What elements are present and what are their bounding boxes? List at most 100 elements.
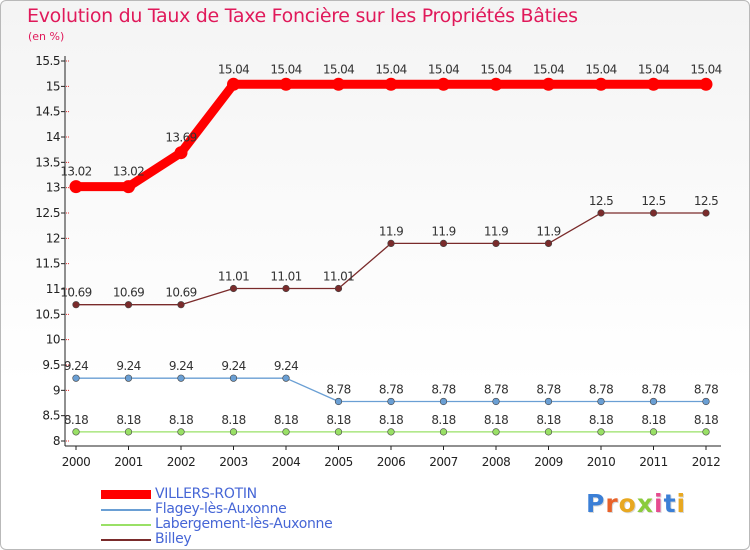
y-tick-label: 8 [53, 434, 60, 448]
data-label: 8.18 [641, 413, 665, 427]
legend-swatch [101, 524, 151, 526]
data-point [279, 77, 293, 91]
x-tick-label: 2003 [219, 455, 248, 469]
data-point [647, 77, 660, 91]
y-tick-label: 12 [46, 231, 60, 245]
data-point [544, 239, 553, 247]
data-point [229, 374, 238, 382]
legend-label: Billey [155, 531, 192, 547]
y-tick-label: 8.5 [42, 409, 60, 423]
data-point [702, 209, 710, 217]
legend-swatch [101, 509, 151, 511]
data-label: 15.04 [428, 62, 459, 76]
data-label: 15.04 [323, 62, 354, 76]
data-label: 8.18 [326, 413, 350, 427]
data-label: 13.69 [165, 131, 196, 145]
data-label: 11.01 [270, 269, 301, 283]
data-point [229, 428, 238, 436]
data-label: 8.18 [274, 413, 298, 427]
data-point [72, 301, 80, 309]
data-point [124, 428, 133, 436]
data-label: 11.9 [536, 224, 560, 238]
y-tick-label: 13.5 [35, 155, 60, 169]
x-tick-label: 2001 [114, 455, 143, 469]
data-point [384, 77, 398, 91]
logo-letter: P [586, 489, 606, 518]
y-tick-label: 12.5 [35, 206, 60, 220]
data-label: 8.78 [484, 382, 508, 396]
logo-letter: i [654, 489, 664, 518]
data-label: 15.04 [480, 62, 511, 76]
data-label: 10.69 [165, 286, 196, 300]
data-point [544, 428, 553, 436]
data-label: 8.78 [641, 382, 665, 396]
data-point [124, 374, 133, 382]
y-tick-label: 11 [46, 282, 60, 296]
y-tick-label: 15 [46, 79, 60, 93]
data-label: 15.04 [585, 62, 616, 76]
data-point [177, 374, 185, 382]
data-label: 11.01 [323, 269, 354, 283]
data-point [649, 397, 658, 406]
data-label: 9.24 [169, 359, 193, 373]
data-point [437, 77, 450, 91]
data-label: 13.02 [60, 165, 91, 179]
x-tick-label: 2007 [429, 455, 458, 469]
data-label: 8.18 [64, 413, 88, 427]
data-point [124, 301, 133, 309]
data-point [594, 77, 608, 91]
x-tick-label: 2010 [587, 455, 616, 469]
data-label: 8.78 [536, 382, 560, 396]
y-tick-label: 13 [46, 181, 60, 195]
data-label: 11.9 [431, 224, 455, 238]
data-label: 15.04 [375, 62, 406, 76]
x-tick-label: 2008 [482, 455, 511, 469]
data-label: 8.18 [484, 413, 508, 427]
data-point [439, 428, 448, 436]
data-point [489, 77, 503, 91]
data-label: 8.78 [694, 382, 718, 396]
data-point [282, 428, 290, 436]
data-label: 8.18 [169, 413, 193, 427]
data-point [177, 301, 185, 309]
unit-label: (en %) [28, 30, 65, 43]
data-label: 15.04 [690, 62, 721, 76]
data-point [229, 284, 238, 293]
x-tick-label: 2005 [324, 455, 353, 469]
logo-letter: r [605, 489, 619, 518]
data-label: 10.69 [60, 286, 91, 300]
y-tick-label: 11.5 [35, 257, 60, 271]
logo-letter: i [676, 489, 687, 518]
data-label: 10.69 [113, 286, 144, 300]
data-point [387, 397, 395, 406]
data-point [492, 239, 500, 247]
data-label: 8.18 [379, 413, 403, 427]
data-label: 8.78 [379, 382, 403, 396]
x-tick-label: 2004 [272, 455, 301, 469]
data-point [69, 180, 83, 194]
x-tick-label: 2011 [639, 455, 668, 469]
logo-letter: x [636, 489, 654, 518]
data-label: 9.24 [116, 359, 140, 373]
data-point [72, 428, 80, 436]
data-label: 9.24 [221, 359, 245, 373]
data-label: 8.18 [116, 413, 140, 427]
data-point [699, 77, 713, 91]
x-tick-label: 2012 [692, 455, 721, 469]
data-point [492, 397, 500, 406]
data-label: 8.18 [589, 413, 613, 427]
data-point [387, 428, 395, 436]
data-point [597, 209, 605, 217]
data-label: 8.78 [589, 382, 613, 396]
data-label: 11.9 [484, 224, 508, 238]
logo-letter: t [663, 489, 677, 518]
data-label: 8.78 [326, 382, 350, 396]
data-point [122, 180, 135, 194]
logo-letter: o [618, 489, 637, 518]
data-label: 9.24 [274, 359, 298, 373]
data-label: 8.18 [431, 413, 455, 427]
data-point [649, 209, 658, 217]
proxiti-logo: Proxiti [586, 489, 686, 518]
